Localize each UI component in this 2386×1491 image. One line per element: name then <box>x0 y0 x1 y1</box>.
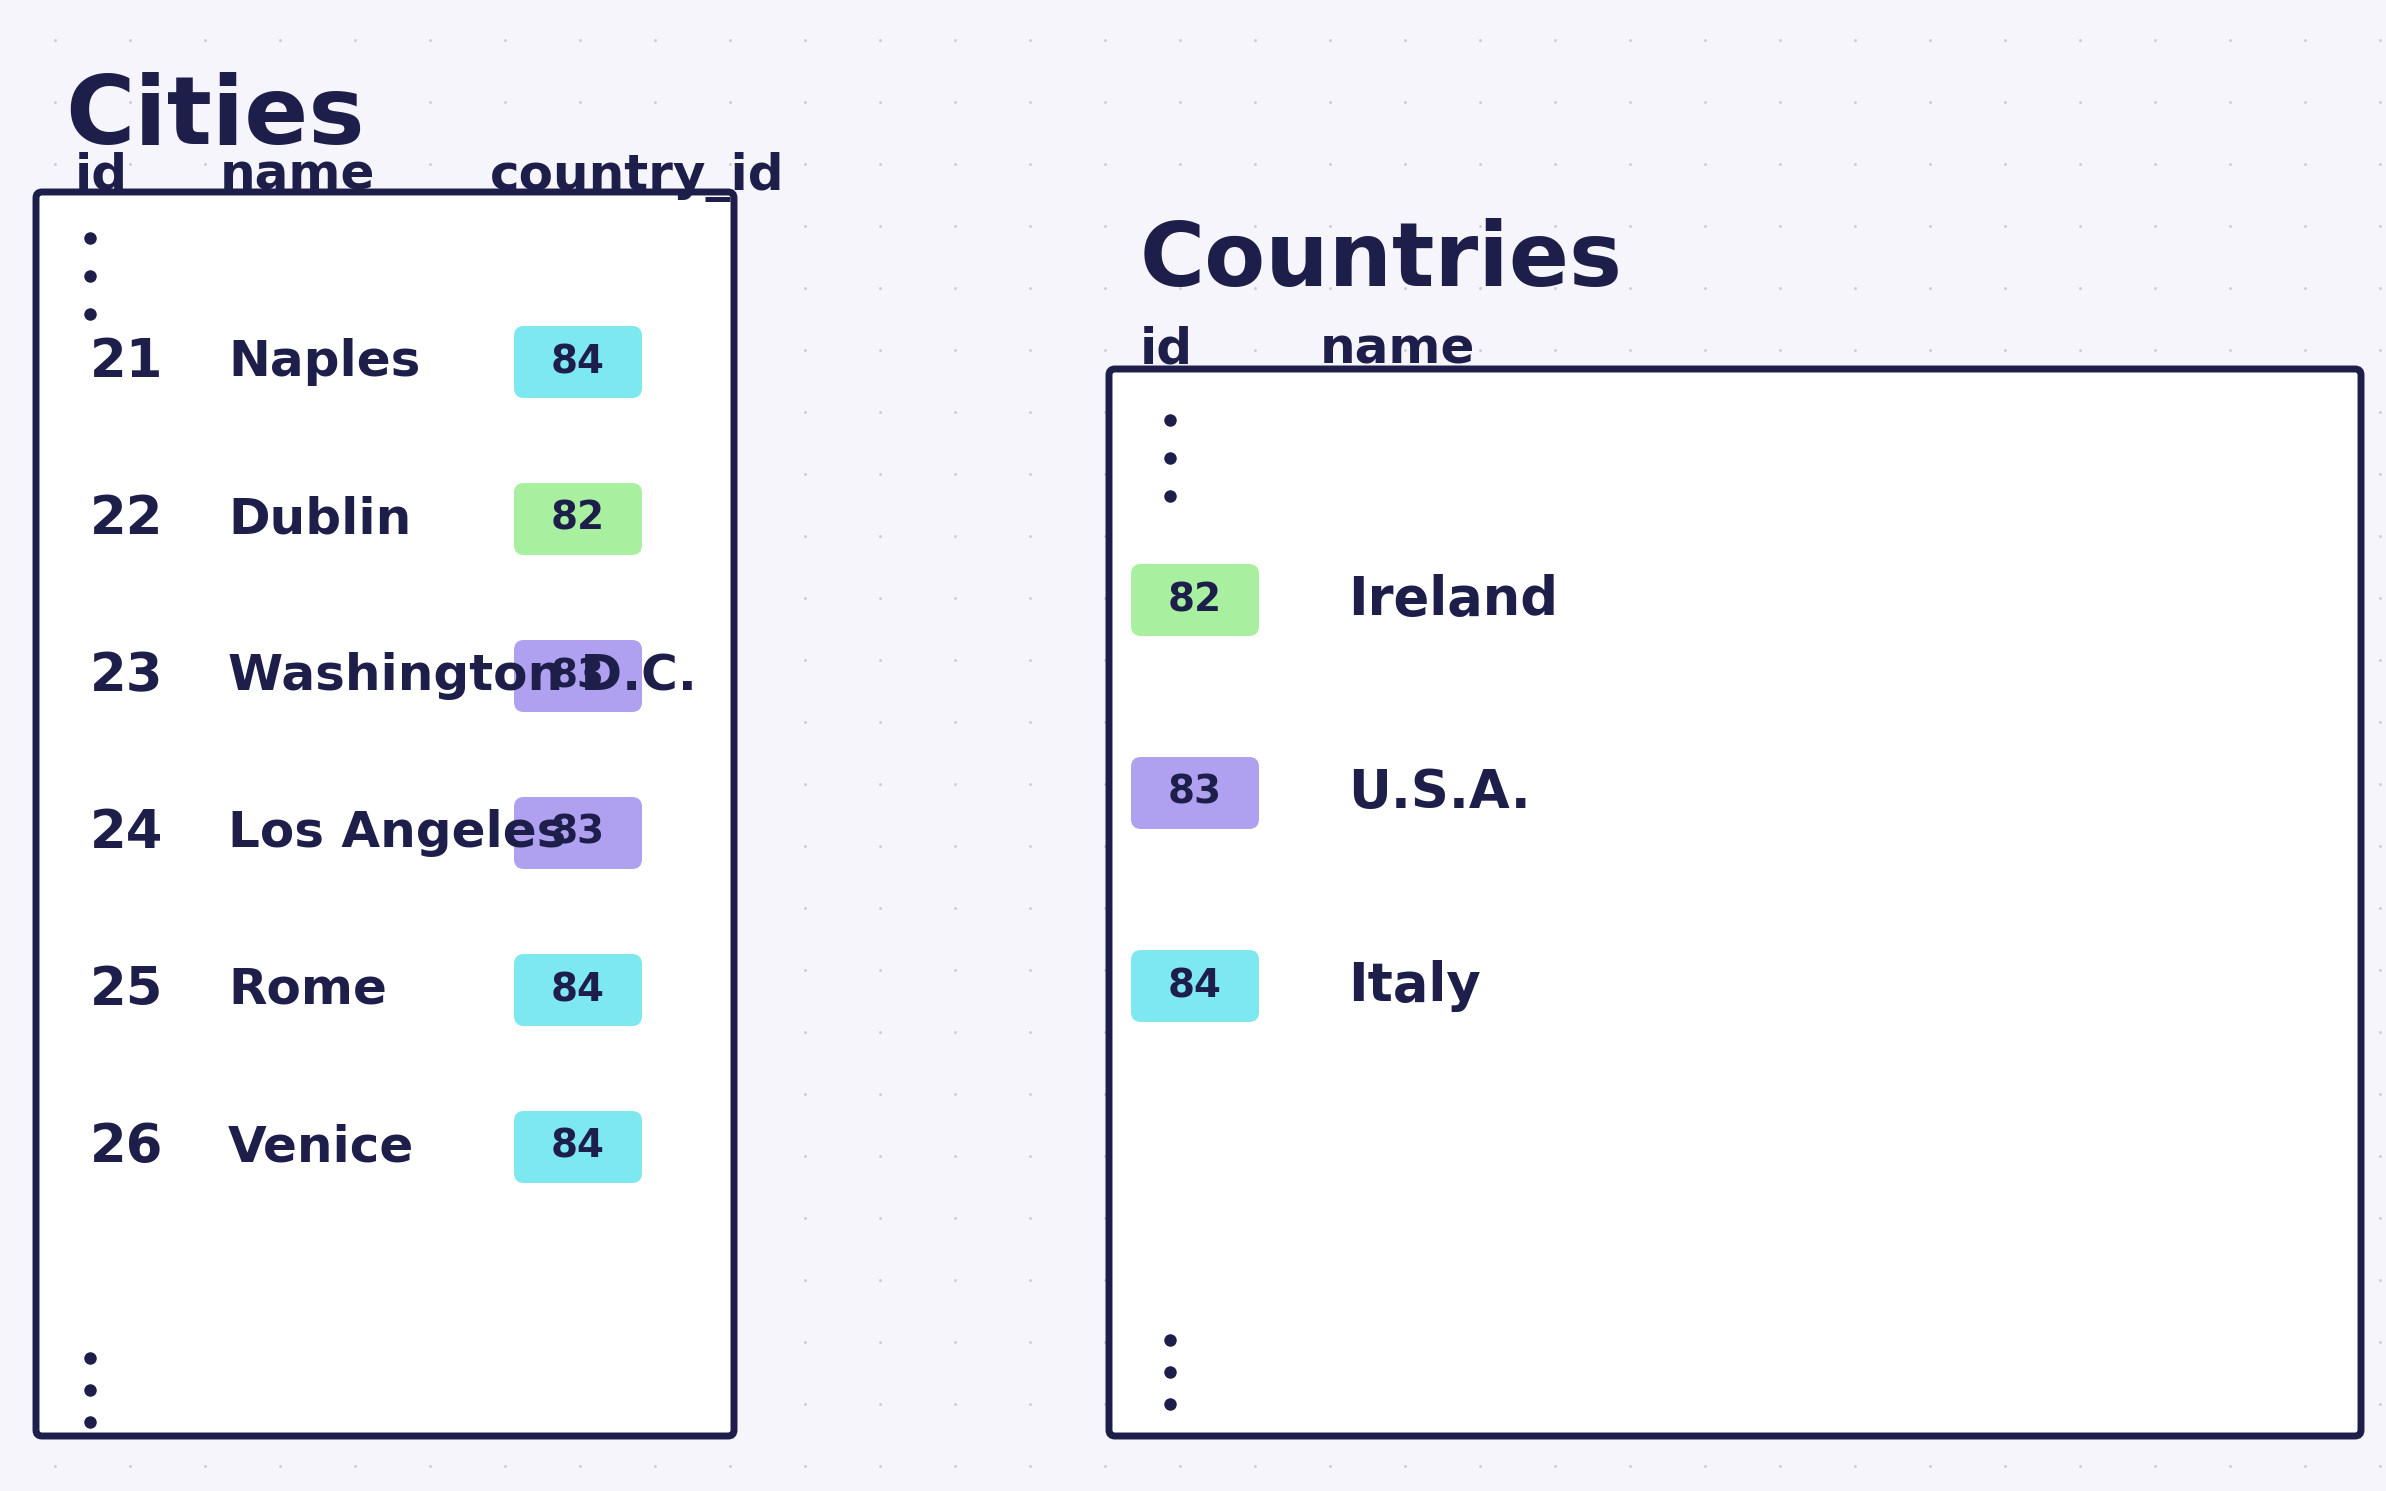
Text: 26: 26 <box>91 1121 165 1173</box>
Text: Los Angeles: Los Angeles <box>229 810 565 857</box>
Text: U.S.A.: U.S.A. <box>1348 766 1532 819</box>
FancyBboxPatch shape <box>513 640 642 713</box>
Text: Cities: Cities <box>64 72 365 164</box>
FancyBboxPatch shape <box>513 327 642 398</box>
Text: Venice: Venice <box>229 1123 415 1170</box>
Text: 83: 83 <box>1167 774 1222 813</box>
Text: Dublin: Dublin <box>229 495 410 543</box>
Text: country_id: country_id <box>489 152 785 201</box>
Text: Naples: Naples <box>229 338 420 386</box>
Text: Rome: Rome <box>229 966 387 1014</box>
Text: id: id <box>74 152 129 200</box>
Text: 84: 84 <box>1169 968 1222 1005</box>
FancyBboxPatch shape <box>1131 757 1260 829</box>
FancyBboxPatch shape <box>513 954 642 1026</box>
Text: 82: 82 <box>551 499 606 538</box>
FancyBboxPatch shape <box>36 192 735 1436</box>
FancyBboxPatch shape <box>1131 564 1260 637</box>
FancyBboxPatch shape <box>513 483 642 555</box>
Text: id: id <box>1141 325 1193 373</box>
Text: 84: 84 <box>551 343 606 382</box>
Text: Countries: Countries <box>1141 218 1622 306</box>
Text: 84: 84 <box>551 971 606 1009</box>
Text: 21: 21 <box>91 335 165 388</box>
FancyBboxPatch shape <box>1131 950 1260 1021</box>
Text: name: name <box>220 152 375 200</box>
Text: Washington D.C.: Washington D.C. <box>229 652 697 699</box>
Text: 82: 82 <box>1167 581 1222 619</box>
Text: Ireland: Ireland <box>1348 574 1558 626</box>
Text: Italy: Italy <box>1348 960 1482 1012</box>
Text: 25: 25 <box>91 965 162 1015</box>
Text: 24: 24 <box>91 807 162 859</box>
FancyBboxPatch shape <box>1109 368 2362 1436</box>
Text: 84: 84 <box>551 1129 606 1166</box>
Text: 83: 83 <box>551 658 606 695</box>
Text: 22: 22 <box>91 494 165 546</box>
FancyBboxPatch shape <box>513 798 642 869</box>
Text: 83: 83 <box>551 814 606 851</box>
Text: name: name <box>1319 325 1475 373</box>
FancyBboxPatch shape <box>513 1111 642 1182</box>
Text: 23: 23 <box>91 650 165 702</box>
